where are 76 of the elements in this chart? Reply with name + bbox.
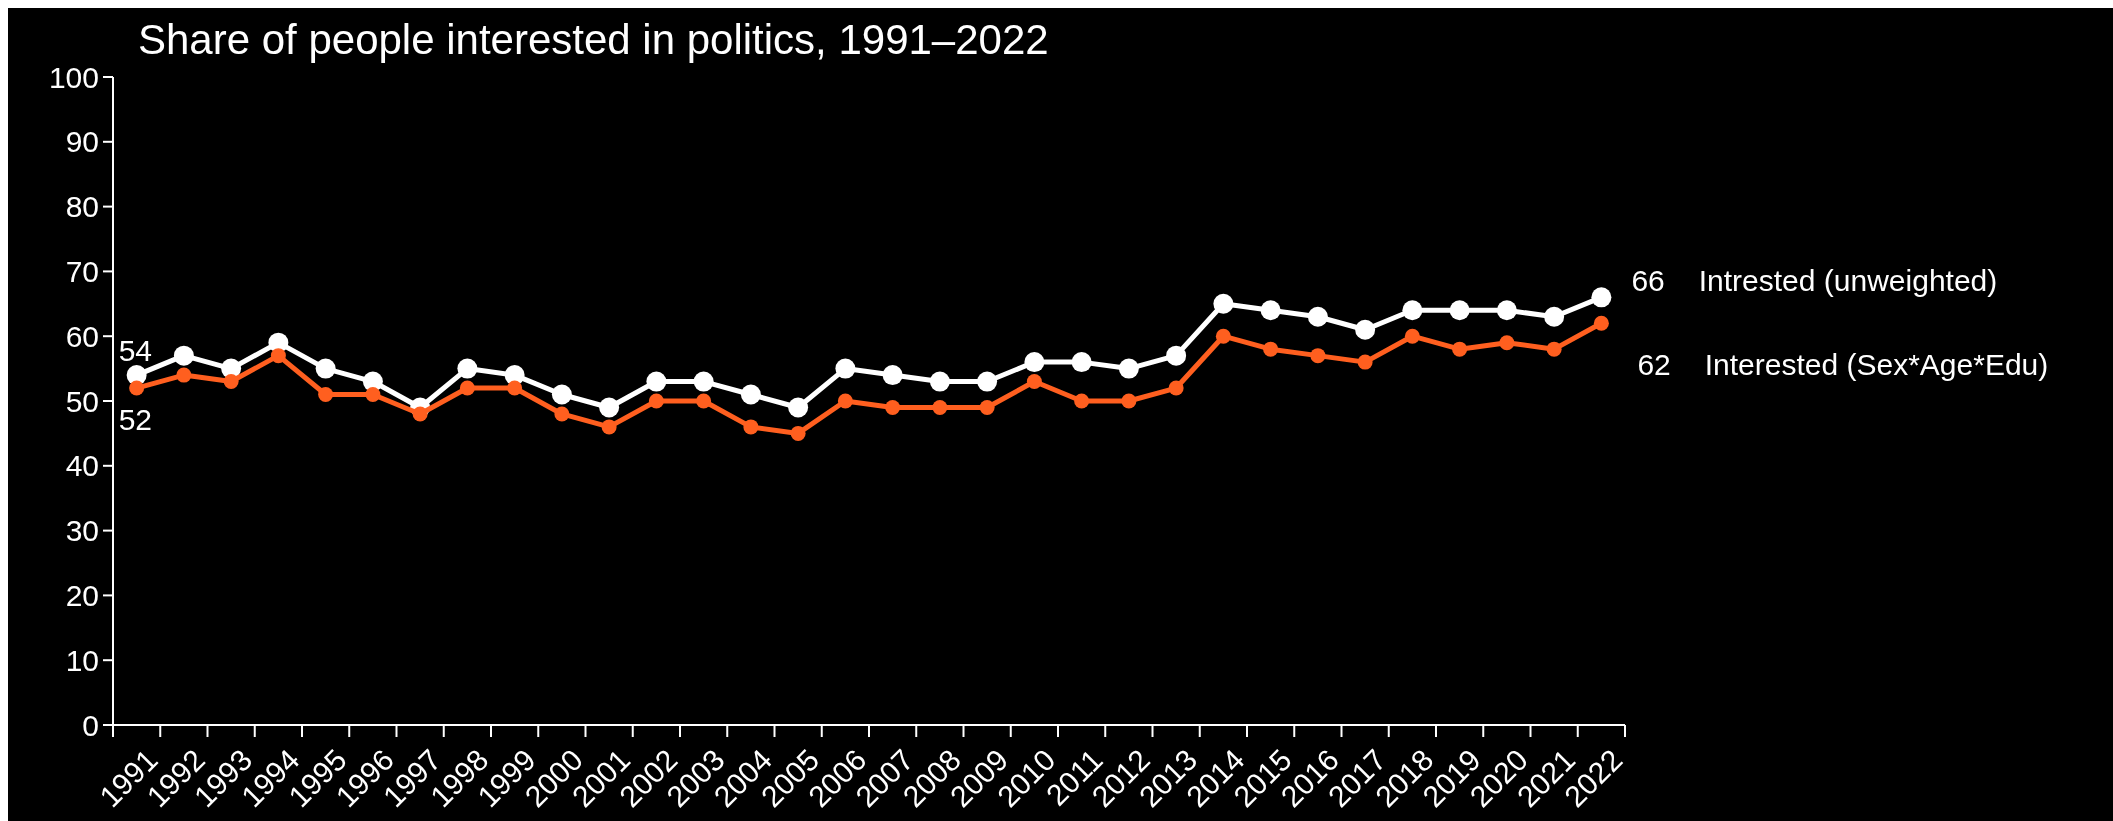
data-label: 54: [118, 334, 152, 368]
y-tick-label: 100: [48, 60, 99, 94]
text: Intrested (unweighted): [1698, 264, 1998, 298]
point: [743, 419, 759, 435]
point: [1593, 315, 1609, 331]
y-tick-label: 80: [65, 190, 99, 224]
point: [601, 419, 617, 435]
point: [790, 425, 806, 441]
point: [932, 399, 948, 415]
point: [1260, 300, 1281, 321]
point: [1357, 354, 1373, 370]
point: [1263, 341, 1279, 357]
point: [1546, 341, 1562, 357]
point: [412, 406, 428, 422]
point: [835, 358, 856, 379]
point: [1024, 352, 1045, 373]
point: [1452, 341, 1468, 357]
point: [129, 380, 145, 396]
point: [648, 393, 664, 409]
point: [788, 397, 809, 418]
y-tick-label: 0: [82, 708, 99, 742]
point: [270, 348, 286, 364]
point: [1310, 348, 1326, 364]
point: [1449, 300, 1470, 321]
point: [693, 371, 714, 392]
point: [1071, 352, 1092, 373]
point: [740, 384, 761, 405]
point: [315, 358, 336, 379]
point: [696, 393, 712, 409]
point: [646, 371, 667, 392]
point: [507, 380, 523, 396]
point: [457, 358, 478, 379]
y-tick-label: 20: [65, 578, 99, 612]
y-tick-label: 30: [65, 514, 99, 548]
y-tick-label: 10: [65, 643, 99, 677]
point: [1355, 319, 1376, 340]
point: [1118, 358, 1139, 379]
point: [1074, 393, 1090, 409]
point: [1121, 393, 1137, 409]
point: [1499, 335, 1515, 351]
point: [1496, 300, 1517, 321]
point: [1168, 380, 1184, 396]
text: Interested (Sex*Age*Edu): [1704, 348, 2049, 382]
point: [882, 365, 903, 386]
point: [1404, 328, 1420, 344]
point: [885, 399, 901, 415]
point: [223, 374, 239, 390]
point: [459, 380, 475, 396]
point: [365, 387, 381, 403]
point: [1213, 293, 1234, 314]
y-tick-label: 70: [65, 254, 99, 288]
point: [977, 371, 998, 392]
point: [318, 387, 334, 403]
point: [979, 399, 995, 415]
point: [551, 384, 572, 405]
point: [1166, 345, 1187, 366]
point: [837, 393, 853, 409]
y-tick-label: 50: [65, 384, 99, 418]
y-tick-label: 90: [65, 125, 99, 159]
point: [1402, 300, 1423, 321]
point: [554, 406, 570, 422]
data-label: 62: [1637, 348, 1671, 382]
data-label: 66: [1631, 264, 1665, 298]
point: [1307, 306, 1328, 327]
chart-title: Share of people interested in politics, 1991–2022: [138, 16, 1049, 63]
point: [1544, 306, 1565, 327]
point: [929, 371, 950, 392]
data-label: 52: [118, 403, 152, 437]
point: [599, 397, 620, 418]
y-tick-label: 40: [65, 449, 99, 483]
point: [1591, 287, 1612, 308]
point: [176, 367, 192, 383]
y-tick-label: 60: [65, 319, 99, 353]
point: [1215, 328, 1231, 344]
point: [173, 345, 194, 366]
point: [1026, 374, 1042, 390]
